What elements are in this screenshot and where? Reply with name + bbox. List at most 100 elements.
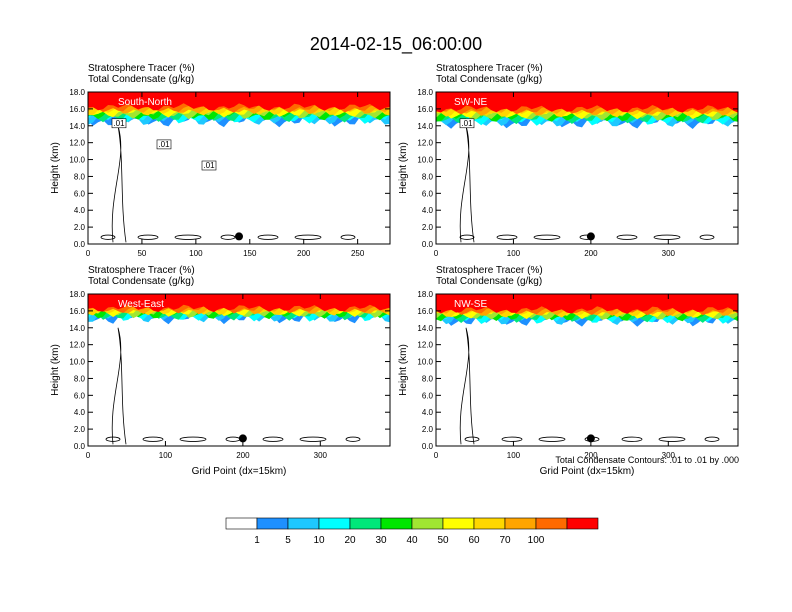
x-tick-label: 200 <box>584 249 598 258</box>
contour-value-label: .01 <box>461 119 473 128</box>
colorbar-label: 40 <box>406 535 418 546</box>
contour-ring <box>616 234 638 240</box>
contour-column <box>111 327 127 445</box>
y-tick-label: 6.0 <box>74 189 86 198</box>
figure-title: 2014-02-15_06:00:00 <box>310 34 482 55</box>
contour-label-box <box>459 118 475 129</box>
x-tick-label: 200 <box>236 451 250 460</box>
panel-frame <box>435 293 739 447</box>
tracer-field <box>88 92 390 243</box>
contour-column <box>459 125 475 243</box>
panel-name: SW-NE <box>454 97 487 108</box>
contour-ring <box>699 234 715 240</box>
contour-ring <box>262 436 284 442</box>
y-tick-label: 16.0 <box>69 307 85 316</box>
contour-column <box>459 327 475 445</box>
y-tick-label: 18.0 <box>417 290 433 299</box>
colorbar-swatch <box>442 517 475 530</box>
contour-ring <box>459 234 475 240</box>
tracer-field <box>88 294 390 445</box>
y-tick-label: 8.0 <box>74 374 86 383</box>
x-tick-label: 200 <box>297 249 311 258</box>
colorbar-swatch <box>256 517 289 530</box>
contour-ring <box>179 436 207 442</box>
panel-frame <box>435 91 739 245</box>
y-tick-label: 0.0 <box>74 240 86 249</box>
y-tick-label: 6.0 <box>422 189 434 198</box>
y-tick-label: 18.0 <box>69 290 85 299</box>
location-marker <box>238 434 247 443</box>
panel-south-north: Stratosphere Tracer (%)Total Condensate … <box>50 63 391 258</box>
y-tick-label: 12.0 <box>69 341 85 350</box>
contour-ring <box>257 234 279 240</box>
field-label: Stratosphere Tracer (%) <box>88 265 195 276</box>
x-tick-label: 300 <box>662 451 676 460</box>
x-tick-label: 0 <box>86 249 91 258</box>
field-label: Stratosphere Tracer (%) <box>88 63 195 74</box>
y-tick-label: 10.0 <box>417 156 433 165</box>
y-axis-label: Height (km) <box>398 344 409 396</box>
y-tick-label: 6.0 <box>422 391 434 400</box>
x-tick-label: 150 <box>243 249 257 258</box>
colorbar-label: 100 <box>528 535 545 546</box>
contour-value-label: .01 <box>158 140 170 149</box>
y-tick-label: 8.0 <box>422 172 434 181</box>
colorbar-swatch <box>349 517 382 530</box>
panel-name: South-North <box>118 97 172 108</box>
tracer-band <box>88 92 390 111</box>
y-tick-label: 2.0 <box>74 223 86 232</box>
location-marker <box>235 232 243 241</box>
location-marker <box>586 232 595 241</box>
panel-sw-ne: Stratosphere Tracer (%)Total Condensate … <box>398 63 739 258</box>
y-tick-label: 8.0 <box>74 172 86 181</box>
colorbar-swatch <box>473 517 506 530</box>
y-tick-label: 4.0 <box>422 206 434 215</box>
contour-label: Total Condensate (g/kg) <box>88 74 194 85</box>
y-tick-label: 16.0 <box>417 105 433 114</box>
y-tick-label: 4.0 <box>74 408 86 417</box>
x-tick-label: 0 <box>86 451 91 460</box>
condensate-contours <box>100 125 356 243</box>
colorbar-swatch <box>380 517 413 530</box>
y-tick-label: 2.0 <box>422 223 434 232</box>
colorbar-swatch <box>318 517 351 530</box>
colorbar-label: 70 <box>499 535 511 546</box>
contour-ring <box>220 234 236 240</box>
panel-frame <box>87 293 391 447</box>
colorbar-label: 50 <box>437 535 449 546</box>
x-axis-label: Grid Point (dx=15km) <box>192 466 287 477</box>
contour-ring <box>340 234 356 240</box>
y-axis-label: Height (km) <box>50 142 61 194</box>
colorbar: 1 5 10 20 30 40 50 60 70 100 <box>225 517 599 546</box>
contour-ring <box>225 436 241 442</box>
colorbar-swatch <box>566 517 599 530</box>
y-tick-label: 0.0 <box>422 442 434 451</box>
contour-ring <box>621 436 643 442</box>
tracer-band <box>436 294 738 314</box>
contour-ring <box>294 234 322 240</box>
y-tick-label: 18.0 <box>69 88 85 97</box>
condensate-contours <box>459 125 715 243</box>
y-tick-label: 6.0 <box>74 391 86 400</box>
y-tick-label: 16.0 <box>417 307 433 316</box>
panel-name: NW-SE <box>454 299 487 310</box>
tracer-band <box>436 92 738 113</box>
y-tick-label: 12.0 <box>417 139 433 148</box>
y-tick-label: 14.0 <box>69 122 85 131</box>
colorbar-label: 10 <box>313 535 325 546</box>
y-tick-label: 8.0 <box>422 374 434 383</box>
x-tick-label: 100 <box>507 249 521 258</box>
panel-nw-se: Stratosphere Tracer (%)Total Condensate … <box>398 265 739 477</box>
y-tick-label: 16.0 <box>69 105 85 114</box>
x-tick-label: 100 <box>189 249 203 258</box>
panel-frame <box>87 91 391 245</box>
x-tick-label: 300 <box>662 249 676 258</box>
x-tick-label: 0 <box>434 451 439 460</box>
y-tick-label: 18.0 <box>417 88 433 97</box>
x-tick-label: 100 <box>507 451 521 460</box>
contour-label-box <box>156 139 172 150</box>
field-label: Stratosphere Tracer (%) <box>436 63 543 74</box>
y-axis-label: Height (km) <box>398 142 409 194</box>
y-axis-label: Height (km) <box>50 344 61 396</box>
